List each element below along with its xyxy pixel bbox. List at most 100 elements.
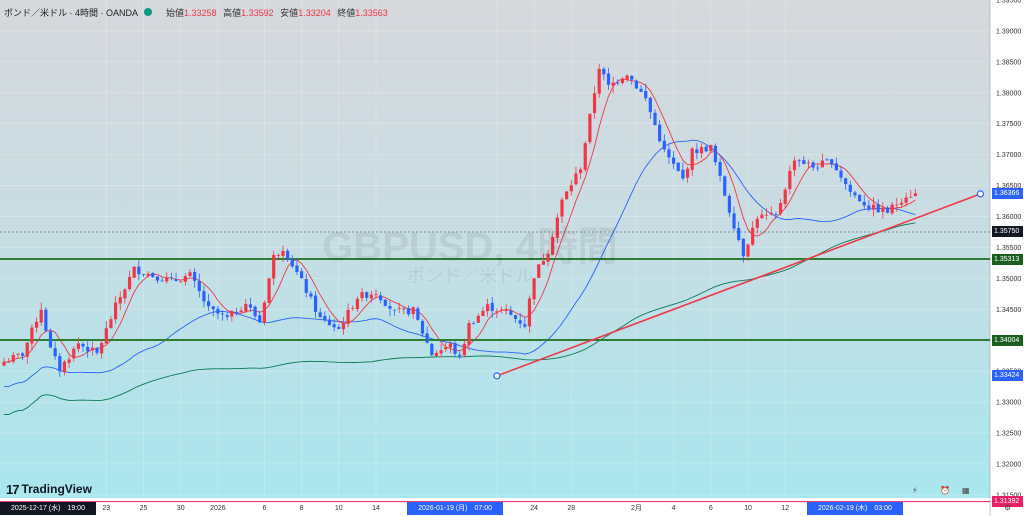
candle[interactable]	[21, 353, 25, 356]
candle[interactable]	[537, 264, 541, 278]
candle[interactable]	[30, 327, 34, 344]
candle[interactable]	[304, 279, 308, 293]
candle[interactable]	[760, 214, 764, 219]
candle[interactable]	[634, 80, 638, 89]
candle[interactable]	[825, 159, 829, 161]
candle[interactable]	[127, 276, 132, 290]
candle[interactable]	[202, 290, 206, 302]
candle[interactable]	[434, 352, 439, 356]
candle[interactable]	[402, 308, 406, 310]
candle[interactable]	[383, 299, 387, 306]
candle[interactable]	[774, 214, 778, 216]
candle[interactable]	[327, 319, 332, 326]
candle[interactable]	[58, 356, 62, 372]
candle[interactable]	[769, 213, 773, 215]
candle[interactable]	[267, 278, 271, 303]
candle[interactable]	[309, 293, 313, 297]
candle[interactable]	[895, 204, 899, 206]
candle[interactable]	[644, 90, 648, 99]
candle[interactable]	[876, 204, 880, 213]
candle[interactable]	[513, 315, 518, 319]
candle[interactable]	[67, 359, 71, 363]
candle[interactable]	[86, 346, 90, 352]
candle[interactable]	[341, 323, 346, 330]
candle[interactable]	[76, 343, 80, 349]
candle[interactable]	[509, 310, 513, 315]
candle[interactable]	[332, 324, 336, 328]
candle[interactable]	[225, 315, 229, 317]
candle[interactable]	[337, 327, 341, 329]
candle[interactable]	[262, 302, 266, 323]
gear-icon[interactable]: ⚙	[1004, 503, 1012, 512]
candle[interactable]	[448, 343, 452, 348]
candle[interactable]	[723, 176, 727, 196]
candle[interactable]	[295, 265, 299, 273]
candle[interactable]	[276, 255, 280, 256]
candle[interactable]	[248, 304, 253, 308]
price-tag-lower-level[interactable]: 1.34004	[992, 334, 1023, 346]
candle[interactable]	[239, 310, 243, 313]
candle[interactable]	[802, 160, 806, 164]
candle[interactable]	[811, 162, 815, 168]
candle[interactable]	[193, 271, 197, 281]
candle[interactable]	[913, 193, 917, 197]
candle[interactable]	[160, 280, 164, 282]
candle[interactable]	[579, 169, 583, 174]
candle[interactable]	[444, 347, 448, 350]
candle[interactable]	[323, 315, 327, 320]
candle[interactable]	[351, 308, 355, 309]
candle[interactable]	[695, 149, 699, 154]
candle[interactable]	[672, 157, 676, 164]
moving-average-mid[interactable]	[3, 139, 916, 388]
candle[interactable]	[313, 295, 318, 312]
candle[interactable]	[207, 301, 211, 307]
candle[interactable]	[137, 266, 141, 275]
candle[interactable]	[72, 348, 76, 359]
candle[interactable]	[141, 274, 146, 276]
candle[interactable]	[44, 309, 48, 331]
candle[interactable]	[369, 294, 373, 299]
price-tag-crosshair[interactable]: 1.35750	[992, 226, 1023, 238]
candle[interactable]	[871, 204, 876, 210]
trendline-handle-start[interactable]	[493, 372, 501, 380]
candle[interactable]	[853, 192, 857, 196]
candle[interactable]	[881, 207, 885, 212]
candle[interactable]	[388, 306, 392, 309]
candle[interactable]	[165, 278, 169, 282]
candle[interactable]	[592, 93, 597, 113]
candle[interactable]	[290, 258, 294, 267]
candle[interactable]	[797, 160, 801, 162]
candle[interactable]	[220, 313, 225, 315]
candle[interactable]	[830, 159, 834, 165]
lightning-icon[interactable]: ⚡	[912, 486, 918, 495]
candle[interactable]	[858, 195, 862, 202]
candle[interactable]	[765, 214, 769, 216]
candle[interactable]	[732, 213, 736, 229]
candle[interactable]	[439, 350, 443, 354]
candle[interactable]	[741, 238, 745, 257]
candle[interactable]	[393, 309, 397, 311]
candle[interactable]	[174, 279, 178, 281]
candle[interactable]	[555, 217, 559, 239]
candle[interactable]	[462, 343, 466, 356]
candle[interactable]	[713, 145, 718, 163]
candle[interactable]	[848, 184, 852, 192]
candle[interactable]	[81, 343, 85, 347]
candle[interactable]	[365, 292, 369, 298]
candle[interactable]	[197, 280, 201, 291]
candle[interactable]	[839, 170, 843, 178]
candle[interactable]	[281, 250, 285, 256]
candle[interactable]	[374, 294, 378, 295]
candle[interactable]	[25, 342, 29, 357]
candle[interactable]	[783, 189, 787, 204]
candle[interactable]	[244, 303, 248, 312]
candle[interactable]	[300, 271, 304, 279]
candle[interactable]	[588, 113, 592, 143]
candle[interactable]	[62, 361, 67, 373]
candle[interactable]	[234, 311, 239, 314]
candle[interactable]	[583, 143, 587, 170]
calendar-icon[interactable]: ▦	[962, 486, 970, 495]
candle[interactable]	[899, 202, 904, 205]
candle[interactable]	[7, 361, 11, 363]
